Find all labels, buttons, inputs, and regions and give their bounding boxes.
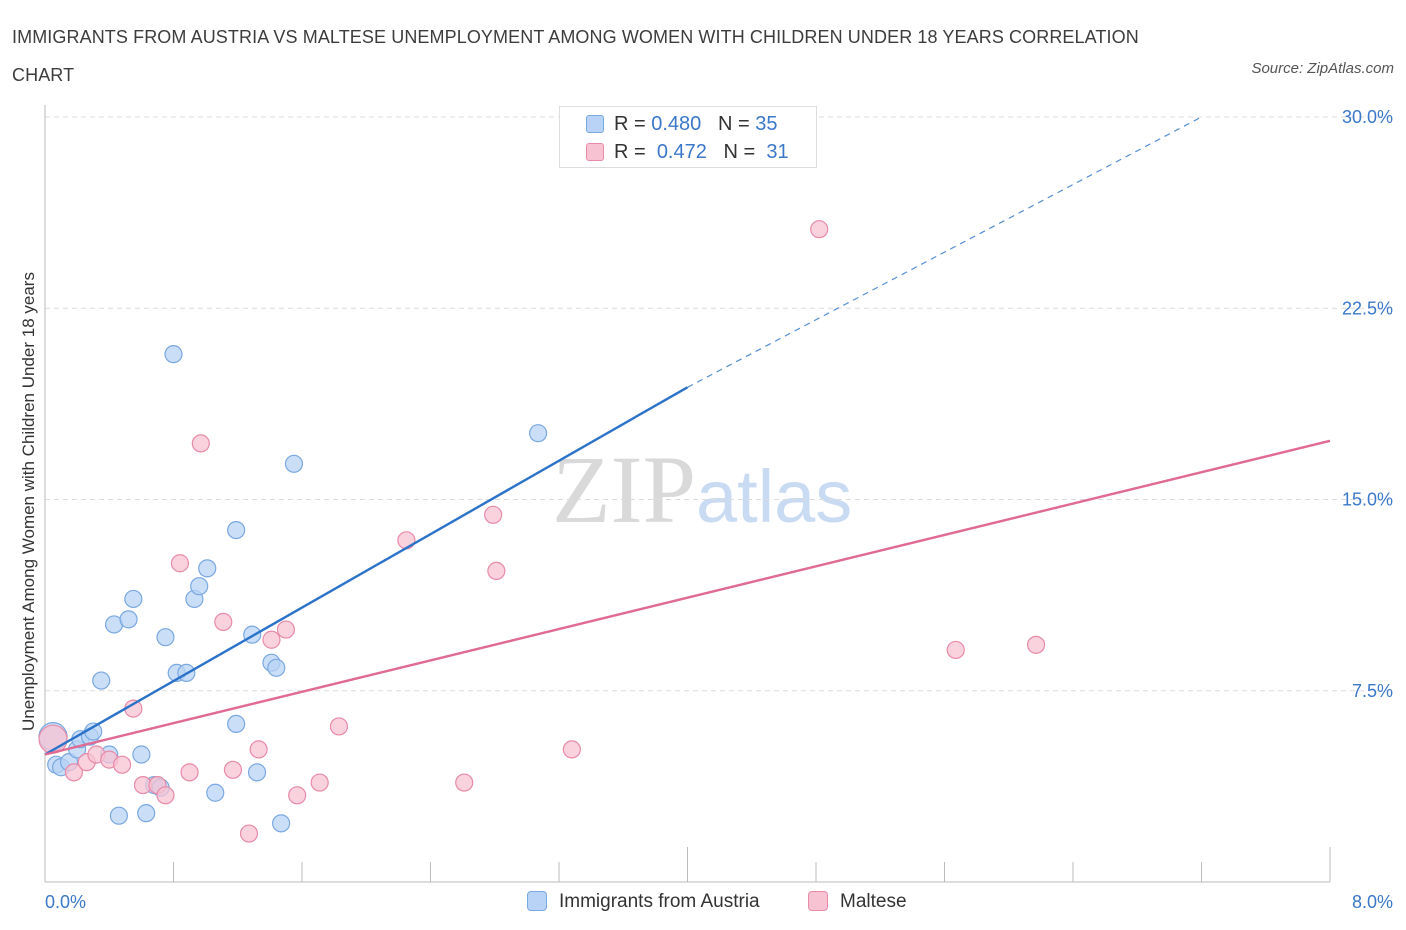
austria-point	[198, 559, 217, 578]
maltese-point	[262, 630, 281, 649]
maltese-point	[397, 531, 416, 550]
austria-r-label: R =	[614, 113, 646, 135]
maltese-point	[64, 763, 84, 782]
x-tick-label-1: 8.0%	[1352, 892, 1393, 912]
maltese-point	[180, 763, 199, 782]
maltese-point	[1026, 635, 1046, 654]
maltese-swatch	[586, 143, 604, 161]
maltese-point	[239, 824, 259, 843]
austria-trend-extension	[687, 116, 1202, 388]
maltese-point	[484, 505, 503, 524]
stats-row-maltese: R = 0.472 N = 31	[586, 138, 789, 166]
austria-point	[247, 763, 267, 782]
austria-point	[124, 589, 143, 609]
legend-swatch-austria	[527, 891, 547, 911]
austria-point	[227, 520, 246, 540]
y-tick-label-2: 22.5%	[1342, 298, 1393, 318]
maltese-r-label: R =	[614, 141, 646, 163]
maltese-point	[487, 561, 506, 581]
austria-point	[227, 714, 246, 734]
maltese-point	[288, 786, 307, 805]
legend-label-maltese: Maltese	[840, 891, 907, 912]
y-axis-label: Unemployment Among Women with Children U…	[19, 272, 38, 731]
x-tick-label-0: 0.0%	[45, 892, 86, 912]
y-tick-label-0: 7.5%	[1352, 681, 1393, 701]
legend-item-maltese[interactable]: Maltese	[808, 888, 907, 916]
austria-point	[284, 454, 304, 473]
austria-point	[267, 658, 286, 677]
austria-point	[137, 804, 156, 823]
maltese-point	[329, 717, 349, 736]
chart-source: Source: ZipAtlas.com	[1251, 60, 1394, 77]
maltese-point	[249, 740, 268, 759]
maltese-n-value: 31	[766, 141, 789, 163]
austria-point	[164, 345, 183, 364]
y-tick-label-3: 30.0%	[1342, 107, 1393, 127]
austria-swatch	[586, 115, 604, 133]
maltese-point	[156, 786, 175, 805]
maltese-point	[170, 554, 190, 573]
maltese-n-label: N =	[723, 141, 756, 163]
maltese-point	[310, 773, 329, 792]
austria-point	[109, 806, 128, 825]
maltese-r-value: 0.472	[656, 141, 707, 163]
austria-point	[119, 610, 138, 629]
austria-n-label: N =	[717, 113, 750, 135]
stats-row-austria: R = 0.480 N = 35	[586, 110, 777, 138]
maltese-trend-line	[44, 439, 1331, 756]
maltese-point	[455, 773, 474, 792]
maltese-point	[946, 640, 965, 660]
austria-r-value: 0.480	[651, 113, 702, 135]
legend-swatch-maltese	[808, 891, 828, 911]
bottom-legend: Immigrants from Austria Maltese	[0, 888, 1406, 916]
austria-point	[92, 671, 111, 690]
austria-n-value: 35	[755, 113, 778, 135]
chart-title: IMMIGRANTS FROM AUSTRIA VS MALTESE UNEMP…	[12, 27, 1139, 85]
austria-point	[529, 424, 548, 443]
maltese-point	[223, 760, 243, 779]
austria-point	[190, 577, 209, 596]
maltese-point	[191, 434, 210, 453]
maltese-point	[112, 755, 132, 774]
maltese-point	[214, 612, 233, 632]
austria-trend-line	[44, 386, 689, 756]
austria-point	[132, 745, 151, 764]
stats-legend: R = 0.480 N = 35 R = 0.472 N = 31	[559, 106, 817, 168]
austria-point	[156, 628, 175, 647]
maltese-point	[276, 620, 296, 639]
austria-point	[272, 814, 291, 833]
y-tick-label-1: 15.0%	[1342, 490, 1393, 510]
maltese-point	[810, 220, 829, 239]
legend-item-austria[interactable]: Immigrants from Austria	[527, 888, 760, 916]
maltese-point	[562, 740, 581, 759]
legend-label-austria: Immigrants from Austria	[559, 891, 760, 912]
austria-point	[206, 783, 225, 802]
